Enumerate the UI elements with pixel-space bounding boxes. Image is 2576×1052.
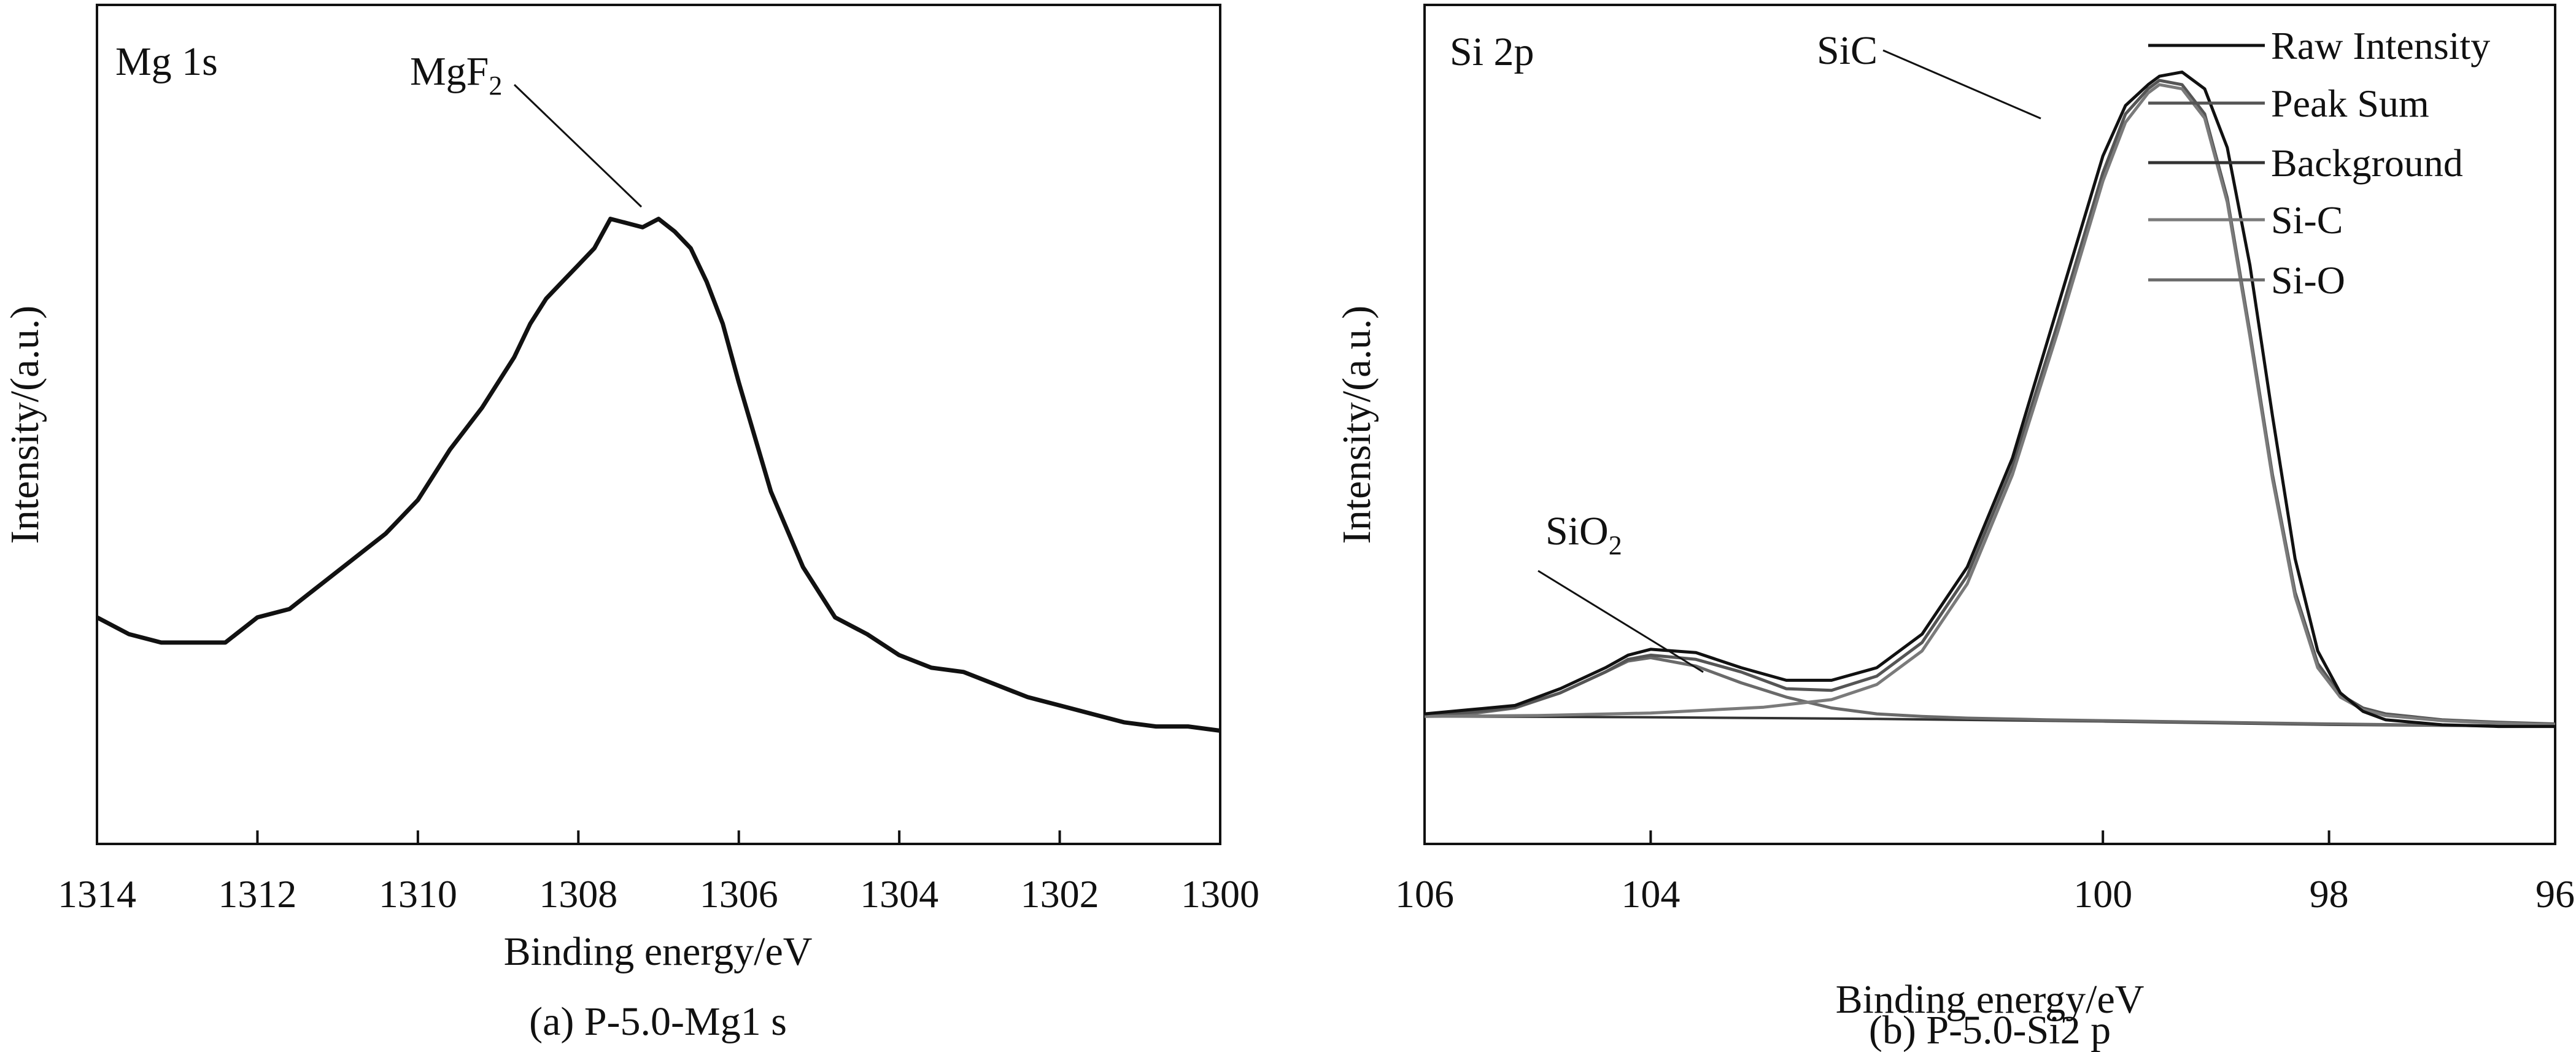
annotation-sic: SiC [1817,28,1878,73]
x-ticks-b: 106 104 100 98 96 [1395,830,2575,916]
x-tick-label: 96 [2535,872,2575,916]
x-tick-label: 98 [2310,872,2349,916]
x-axis-title-a: Binding energy/eV [504,929,813,974]
x-tick-label: 1302 [1021,872,1099,916]
x-tick-label: 100 [2073,872,2132,916]
y-axis-title-b: Intensity/(a.u.) [1334,306,1379,544]
legend-label-peak-sum: Peak Sum [2271,82,2429,125]
annotation-leader-sio2 [1537,570,1704,673]
caption-a: (a) P-5.0-Mg1 s [529,999,787,1044]
x-tick-label: 1304 [860,872,938,916]
legend-label-raw-intensity: Raw Intensity [2271,24,2490,68]
x-axis-title-b: Binding energy/eV [1836,977,2145,1022]
annotation-leader-sic [1882,49,2041,120]
x-tick-label: 104 [1621,872,1680,916]
plot-frame-b [1423,4,2556,845]
x-tick-label: 1306 [700,872,778,916]
annotation-leader-mgf2 [513,83,643,208]
plot-frame-a [96,4,1221,845]
x-tick-label: 1314 [58,872,136,916]
caption-b: (b) P-5.0-Si2 p [1869,1008,2111,1052]
x-tick-label: 1300 [1181,872,1259,916]
legend-label-background: Background [2271,141,2463,185]
series-mg1s-line [96,217,1221,733]
x-tick-label: 1308 [539,872,617,916]
x-tick-label: 1312 [218,872,296,916]
panel-a-mg1s: Mg 1s 1314 1312 1310 1308 1306 1304 1302 1300 M… [2,4,1259,1044]
y-axis-title-a: Intensity/(a.u.) [2,306,47,544]
legend-label-si-c: Si-C [2271,198,2343,242]
panel-label-b: Si 2p [1450,29,1534,74]
x-tick-label: 1310 [379,872,457,916]
panel-label-a: Mg 1s [115,39,218,84]
series-raw-intensity-line [1424,70,2555,729]
series-peak-sum-line [1424,79,2556,725]
annotation-mgf2: MgF2 [410,49,502,101]
annotation-sio2: SiO2 [1545,509,1622,560]
legend: Raw Intensity Peak Sum Background Si-C S… [2148,24,2490,302]
x-tick-label: 106 [1395,872,1454,916]
panel-b-si2p: Si 2p 106 104 100 98 96 SiC SiO2 Raw Intensi… [1334,4,2575,1052]
legend-label-si-o: Si-O [2271,258,2345,302]
x-ticks-a: 1314 1312 1310 1308 1306 1304 1302 1300 [58,830,1259,916]
